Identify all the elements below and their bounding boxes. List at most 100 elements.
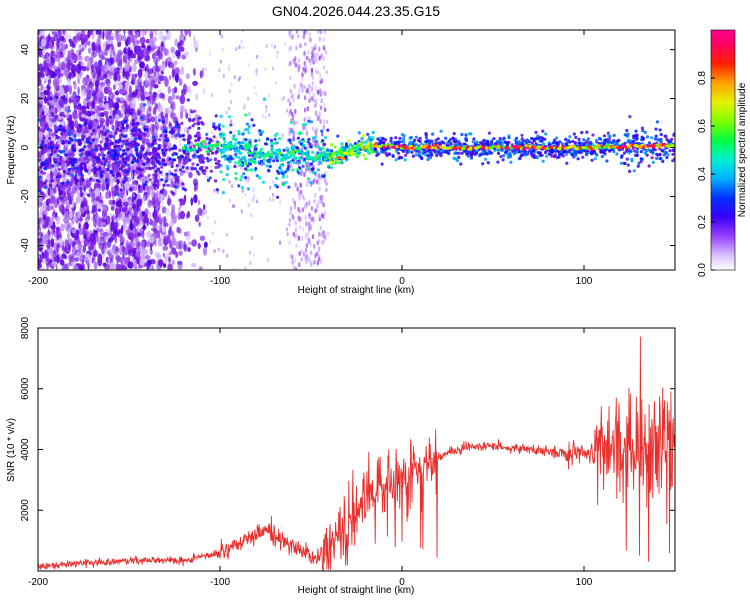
heatmap-cell <box>482 142 486 146</box>
heatmap-cell <box>159 232 165 240</box>
heatmap-cell <box>486 161 490 165</box>
heatmap-cell <box>132 34 138 44</box>
heatmap-cell <box>288 127 291 133</box>
heatmap-cell <box>142 195 146 205</box>
heatmap-cell <box>173 214 178 219</box>
heatmap-cell <box>79 55 83 61</box>
heatmap-cell <box>58 157 62 161</box>
heatmap-cell <box>108 92 114 102</box>
heatmap-cell <box>285 108 289 113</box>
heatmap-cell <box>191 162 195 166</box>
heatmap-cell <box>320 174 324 178</box>
heatmap-cell <box>240 175 244 179</box>
heatmap-cell <box>191 239 197 247</box>
heatmap-cell <box>50 145 55 149</box>
heatmap-cell <box>316 168 320 172</box>
heatmap-cell <box>314 143 317 148</box>
heatmap-cell <box>79 124 83 128</box>
heatmap-cell <box>110 202 114 210</box>
heatmap-cell <box>197 126 201 130</box>
heatmap-cell <box>654 127 658 131</box>
heatmap-cell <box>46 53 49 63</box>
heatmap-cell <box>434 138 438 142</box>
heatmap-cell <box>162 252 165 258</box>
heatmap-cell <box>322 36 325 42</box>
heatmap-cell <box>147 68 154 75</box>
heatmap-cell <box>139 86 144 96</box>
heatmap-cell <box>499 154 503 159</box>
heatmap-cell <box>310 262 313 267</box>
heatmap-cell <box>309 120 314 124</box>
heatmap-cell <box>589 152 593 156</box>
heatmap-cell <box>103 206 109 211</box>
heatmap-cell <box>289 88 293 94</box>
heatmap-cell <box>183 35 186 41</box>
heatmap-cell <box>238 159 242 163</box>
heatmap-cell <box>94 201 98 206</box>
heatmap-cell <box>522 139 527 143</box>
heatmap-cell <box>164 256 168 264</box>
heatmap-cell <box>459 162 463 166</box>
heatmap-cell <box>306 177 311 181</box>
heatmap-cell <box>329 143 334 147</box>
heatmap-cell <box>384 151 388 155</box>
heatmap-cell <box>41 111 45 115</box>
heatmap-cell <box>58 61 61 69</box>
heatmap-cell <box>70 52 76 60</box>
heatmap-cell <box>201 160 205 164</box>
heatmap-cell <box>174 252 178 258</box>
heatmap-cell <box>290 121 294 125</box>
heatmap-cell <box>281 133 284 138</box>
heatmap-cell <box>293 258 296 264</box>
heatmap-cell <box>174 60 178 66</box>
heatmap-cell <box>54 107 58 115</box>
heatmap-cell <box>309 225 312 231</box>
heatmap-cell <box>184 30 190 36</box>
heatmap-cell <box>103 132 107 136</box>
heatmap-cell <box>541 142 546 146</box>
heatmap-cell <box>234 171 238 175</box>
heatmap-cell <box>55 157 59 162</box>
heatmap-cell <box>553 139 557 144</box>
heatmap-cell <box>96 30 99 35</box>
heatmap-cell <box>145 75 148 86</box>
heatmap-cell <box>417 153 421 157</box>
heatmap-cell <box>172 144 177 148</box>
heatmap-cell <box>78 142 82 146</box>
heatmap-cell <box>67 168 71 172</box>
heatmap-cell <box>153 141 157 145</box>
heatmap-cell <box>78 138 82 142</box>
heatmap-cell <box>84 77 90 84</box>
heatmap-cell <box>68 96 75 103</box>
heatmap-cell <box>319 119 322 125</box>
heatmap-cell <box>167 197 172 206</box>
heatmap-cell <box>288 47 291 53</box>
heatmap-cell <box>81 114 86 118</box>
heatmap-cell <box>178 148 182 152</box>
heatmap-cell <box>73 214 78 223</box>
heatmap-cell <box>87 47 92 54</box>
heatmap-cell <box>336 134 340 138</box>
heatmap-cell <box>313 259 316 265</box>
heatmap-cell <box>79 72 82 79</box>
heatmap-cell <box>226 253 229 258</box>
heatmap-cell <box>247 63 251 68</box>
heatmap-cell <box>301 207 305 213</box>
heatmap-cell <box>64 85 68 94</box>
heatmap-cell <box>278 240 282 245</box>
heatmap-cell <box>250 118 254 122</box>
heatmap-cell <box>78 44 84 51</box>
heatmap-cell <box>364 157 368 161</box>
heatmap-cell <box>593 157 597 161</box>
heatmap-cell <box>61 245 64 251</box>
heatmap-cell <box>160 115 165 119</box>
heatmap-cell <box>285 146 289 150</box>
heatmap-cell <box>320 90 323 96</box>
heatmap-cell <box>241 132 245 136</box>
heatmap-cell <box>160 178 164 182</box>
heatmap-cell <box>599 137 603 141</box>
heatmap-cell <box>606 131 610 135</box>
heatmap-cell <box>222 178 226 182</box>
heatmap-cell <box>289 206 293 212</box>
